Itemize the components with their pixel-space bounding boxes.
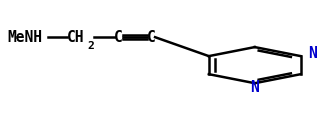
Text: N: N (250, 80, 259, 95)
Text: N: N (308, 46, 317, 61)
Text: C: C (114, 30, 123, 45)
Text: 2: 2 (87, 41, 94, 51)
Text: C: C (146, 30, 155, 45)
Text: CH: CH (67, 30, 84, 45)
Text: MeNH: MeNH (8, 30, 43, 45)
